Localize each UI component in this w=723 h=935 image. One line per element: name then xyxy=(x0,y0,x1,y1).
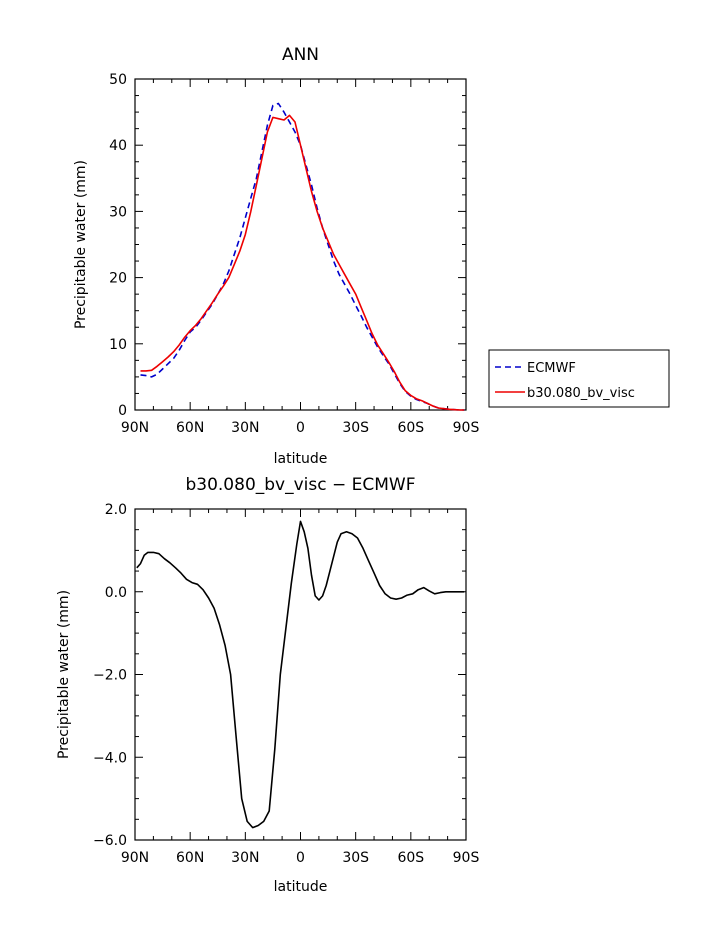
x-axis-label: latitude xyxy=(274,451,328,467)
y-tick-label: 50 xyxy=(109,72,127,88)
legend: ECMWF b30.080_bv_visc xyxy=(488,349,670,408)
plot-frame xyxy=(134,78,467,411)
y-tick-label: −4.0 xyxy=(93,750,127,766)
x-tick-label: 90N xyxy=(121,850,149,866)
legend-entry: ECMWF xyxy=(527,361,576,376)
y-axis-label: Precipitable water (mm) xyxy=(73,160,89,329)
legend-box xyxy=(488,349,670,408)
x-tick-label: 60N xyxy=(176,850,204,866)
chart-title: b30.080_bv_visc − ECMWF xyxy=(185,475,415,495)
series-line-difference xyxy=(136,520,465,829)
chart-2: b30.080_bv_visc − ECMWF 90N 60N 30N 0 30S 60S 9… xyxy=(56,475,479,895)
y-tick-label: 0 xyxy=(118,403,127,419)
y-axis-label: Precipitable water (mm) xyxy=(56,590,72,759)
chart-1: ANN 90N 60N 30N 0 30S 60S 90S 0 10 20 30 40 50 latitud… xyxy=(73,45,670,467)
x-tick-label: 60S xyxy=(397,420,424,436)
x-tick-label: 30N xyxy=(231,420,259,436)
y-tick-label: 20 xyxy=(109,271,127,287)
x-axis-label: latitude xyxy=(274,879,328,895)
x-tick-label: 90N xyxy=(121,420,149,436)
y-tick-label: −2.0 xyxy=(93,668,127,684)
x-tick-label: 90S xyxy=(453,850,480,866)
y-tick-label: 2.0 xyxy=(105,502,127,518)
y-tick-label: −6.0 xyxy=(93,833,127,849)
x-tick-label: 60S xyxy=(397,850,424,866)
x-tick-label: 60N xyxy=(176,420,204,436)
chart-title: ANN xyxy=(282,45,319,65)
x-tick-label: 30N xyxy=(231,850,259,866)
x-tick-label: 0 xyxy=(296,420,305,436)
series-line-ecmwf xyxy=(140,102,465,411)
x-tick-label: 0 xyxy=(296,850,305,866)
x-tick-label: 90S xyxy=(453,420,480,436)
y-tick-label: 0.0 xyxy=(105,585,127,601)
legend-entry: b30.080_bv_visc xyxy=(527,386,635,401)
x-tick-label: 30S xyxy=(342,850,369,866)
y-tick-label: 40 xyxy=(109,138,127,154)
y-tick-label: 30 xyxy=(109,204,127,220)
x-tick-label: 30S xyxy=(342,420,369,436)
plot-frame xyxy=(134,508,467,841)
y-tick-label: 10 xyxy=(109,337,127,353)
series-line-b30-080-bv-visc xyxy=(140,114,465,411)
